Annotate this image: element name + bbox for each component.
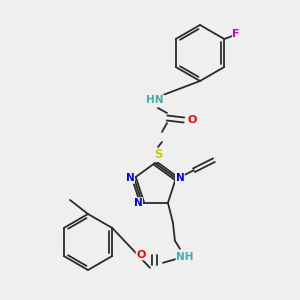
Text: O: O [187, 115, 197, 125]
Text: HN: HN [146, 95, 164, 105]
Text: N: N [176, 173, 184, 183]
Text: F: F [232, 29, 240, 39]
Text: NH: NH [176, 252, 194, 262]
Text: S: S [154, 148, 162, 161]
Text: O: O [136, 250, 146, 260]
Text: N: N [134, 198, 142, 208]
Text: N: N [126, 173, 134, 183]
